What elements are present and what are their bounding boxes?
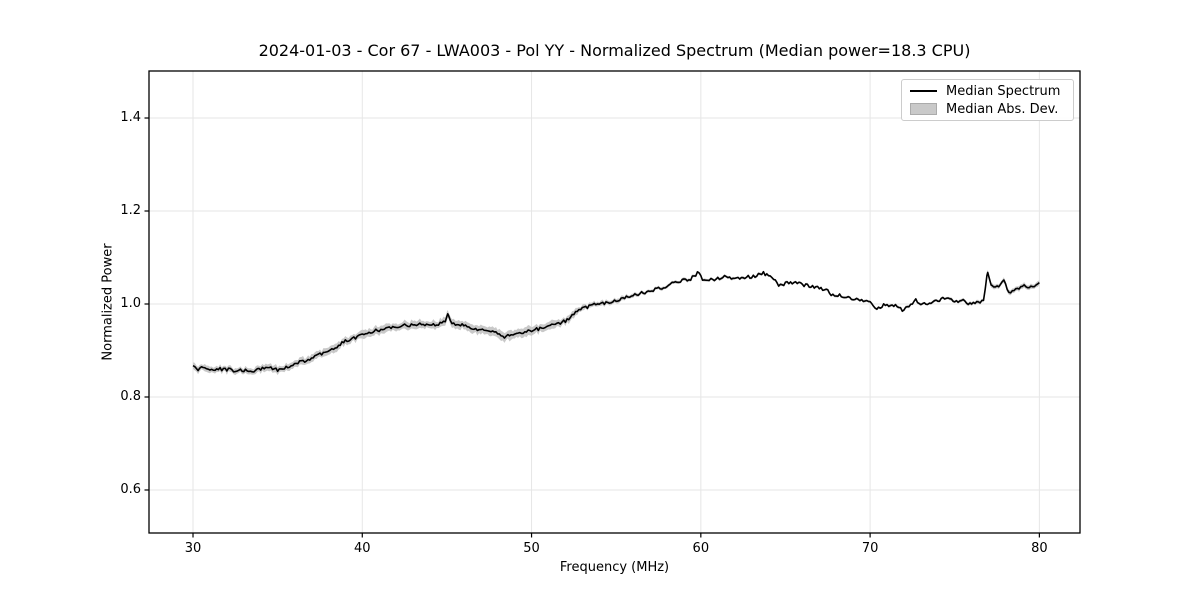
x-tick-label: 60	[692, 541, 710, 556]
x-tick-label: 70	[861, 541, 879, 556]
x-tick-label: 80	[1031, 541, 1048, 556]
legend-label-median-abs-dev: Median Abs. Dev.	[946, 101, 1059, 117]
median-spectrum-line	[192, 270, 1040, 373]
tick-marks	[144, 117, 1040, 538]
x-tick-label: 50	[523, 541, 540, 556]
x-tick-label: 40	[354, 541, 371, 556]
x-axis-label: Frequency (MHz)	[559, 560, 670, 575]
chart-title: 2024-01-03 - Cor 67 - LWA003 - Pol YY - …	[258, 41, 971, 60]
y-tick-label: 1.4	[120, 110, 141, 125]
y-tick-label: 1.2	[120, 203, 141, 218]
axes-frame	[148, 70, 1081, 534]
y-tick-label: 1.0	[120, 295, 141, 311]
y-tick-label: 0.6	[120, 481, 141, 497]
y-tick-label: 0.8	[120, 388, 141, 404]
legend: Median Spectrum Median Abs. Dev.	[901, 79, 1074, 121]
median-spectrum-line-swatch	[910, 90, 937, 92]
legend-item-median-spectrum: Median Spectrum	[910, 82, 1065, 100]
legend-label-median-spectrum: Median Spectrum	[946, 83, 1061, 99]
legend-item-median-abs-dev: Median Abs. Dev.	[910, 100, 1065, 118]
median-abs-dev-patch-swatch	[910, 103, 937, 115]
mad-band-area	[193, 269, 1040, 376]
x-tick-label: 30	[184, 541, 202, 556]
